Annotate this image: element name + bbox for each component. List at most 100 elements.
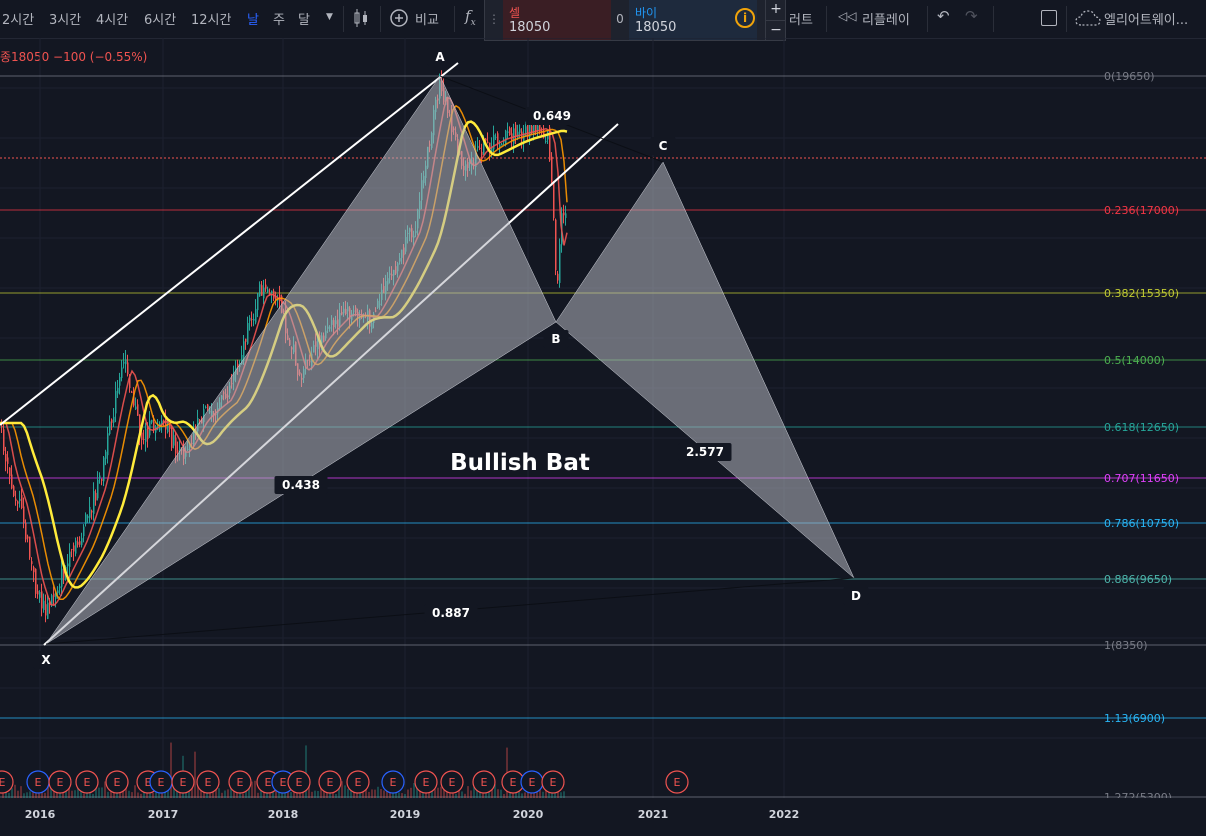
candle-body xyxy=(73,545,75,552)
x-axis-tick-label: 2019 xyxy=(390,808,421,821)
earnings-marker xyxy=(440,770,464,794)
timeframe-day[interactable]: 날 xyxy=(247,13,259,28)
info-icon[interactable]: i xyxy=(735,8,755,28)
indicators-icon[interactable]: fx xyxy=(465,7,476,28)
earnings-marker-label: E xyxy=(57,776,64,789)
timeframe-4h[interactable]: 4시간 xyxy=(96,13,129,28)
candle-body xyxy=(255,308,257,323)
volume-bar xyxy=(428,788,430,798)
volume-bar xyxy=(155,789,157,798)
candle-body xyxy=(251,319,253,321)
volume-bar xyxy=(98,787,100,798)
fib-level-label: 0.886(9650) xyxy=(1104,573,1172,586)
volume-bar xyxy=(197,784,199,798)
fullscreen-icon[interactable] xyxy=(1041,10,1057,26)
volume-bar xyxy=(11,788,13,798)
candle-body xyxy=(37,590,39,595)
volume-bar xyxy=(434,789,436,798)
timeframe-6h[interactable]: 6시간 xyxy=(144,13,177,28)
candle-body xyxy=(25,522,27,540)
spread-value: 0 xyxy=(616,12,624,26)
timeframe-dropdown-icon[interactable]: ▼ xyxy=(326,12,333,22)
timeframe-12h[interactable]: 12시간 xyxy=(191,13,232,28)
earnings-marker xyxy=(346,770,370,794)
earnings-marker xyxy=(228,770,252,794)
volume-bar xyxy=(224,790,226,798)
volume-bar xyxy=(149,788,151,798)
volume-bar xyxy=(71,790,73,798)
candlestick-icon[interactable] xyxy=(352,8,370,28)
candle-body xyxy=(539,122,541,132)
earnings-marker-label: E xyxy=(510,776,517,789)
toolbar-divider xyxy=(826,6,827,32)
x-axis-tick-label: 2017 xyxy=(148,808,179,821)
volume-bar xyxy=(422,789,424,798)
volume-bar xyxy=(398,792,400,798)
candle-body xyxy=(477,145,479,148)
earnings-marker-label: E xyxy=(237,776,244,789)
volume-bar xyxy=(470,790,472,798)
increase-button[interactable]: + xyxy=(770,1,782,17)
candle-body xyxy=(165,417,167,430)
candle-body xyxy=(59,586,61,588)
undo-icon[interactable]: ↶ xyxy=(937,7,950,25)
sell-label: 셀 xyxy=(509,6,521,20)
volume-bar xyxy=(266,791,268,798)
candle-body xyxy=(79,541,81,545)
volume-bar xyxy=(341,781,343,798)
candle-body xyxy=(113,416,115,423)
replay-icon[interactable]: ◁◁ xyxy=(838,9,857,23)
volume-bar xyxy=(545,789,547,798)
candle-body xyxy=(479,147,481,149)
volume-bar xyxy=(374,789,376,798)
sell-button[interactable]: 셀 18050 xyxy=(503,0,611,40)
decrease-button[interactable]: − xyxy=(766,20,786,40)
price-chart[interactable]: 0(19650) 0.236(17000) 0.382(15350) 0.5(1400… xyxy=(0,38,1206,836)
candle-body xyxy=(143,438,145,440)
redo-icon[interactable]: ↷ xyxy=(965,7,978,25)
candle-body xyxy=(171,426,173,448)
earnings-marker xyxy=(472,770,496,794)
earnings-marker-label: E xyxy=(423,776,430,789)
candle-body xyxy=(499,144,501,147)
timeframe-week[interactable]: 주 xyxy=(273,13,285,28)
point-c-label: C xyxy=(659,139,668,153)
candle-body xyxy=(261,285,263,296)
volume-bar xyxy=(116,792,118,798)
alert-button[interactable]: 러트 xyxy=(789,13,813,28)
candle-body xyxy=(175,437,177,454)
candle-body xyxy=(35,568,37,594)
volume-bar xyxy=(539,784,541,798)
harmonic-pattern: A B C D X 0.649 0.438 2.577 0.887 Bullish Bat xyxy=(0,48,869,669)
volume-bar xyxy=(536,787,538,798)
volume-bar xyxy=(524,792,526,798)
compare-button[interactable]: 비교 xyxy=(415,13,439,28)
candle-body xyxy=(69,551,71,567)
x-axis-tick-label: 2021 xyxy=(638,808,669,821)
candle-body xyxy=(89,506,91,518)
earnings-marker-label: E xyxy=(35,776,42,789)
timeframe-2h[interactable]: 2시간 xyxy=(2,13,35,28)
timeframe-3h[interactable]: 3시간 xyxy=(49,13,82,28)
volume-bar xyxy=(65,787,67,798)
candle-body xyxy=(153,422,155,430)
volume-bar xyxy=(365,789,367,798)
candle-body xyxy=(487,141,489,143)
timeframe-month[interactable]: 달 xyxy=(298,13,310,28)
volume-bar xyxy=(281,792,283,798)
candle-body xyxy=(497,133,499,143)
replay-button[interactable]: 리플레이 xyxy=(862,13,910,28)
compare-plus-icon[interactable] xyxy=(389,8,409,28)
candle-body xyxy=(17,501,19,504)
candle-body xyxy=(507,131,509,133)
layout-name[interactable]: 엘리어트웨이... xyxy=(1104,13,1189,28)
fib-level-label: 0(19650) xyxy=(1104,70,1155,83)
channel-upper-line xyxy=(0,62,459,426)
candle-body xyxy=(177,450,179,452)
candle-body xyxy=(29,536,31,558)
candle-body xyxy=(141,432,143,441)
point-d-label-box xyxy=(843,587,869,605)
point-x-label-box xyxy=(33,651,59,669)
x-axis-background xyxy=(0,798,1206,836)
volume-bar xyxy=(242,793,244,798)
